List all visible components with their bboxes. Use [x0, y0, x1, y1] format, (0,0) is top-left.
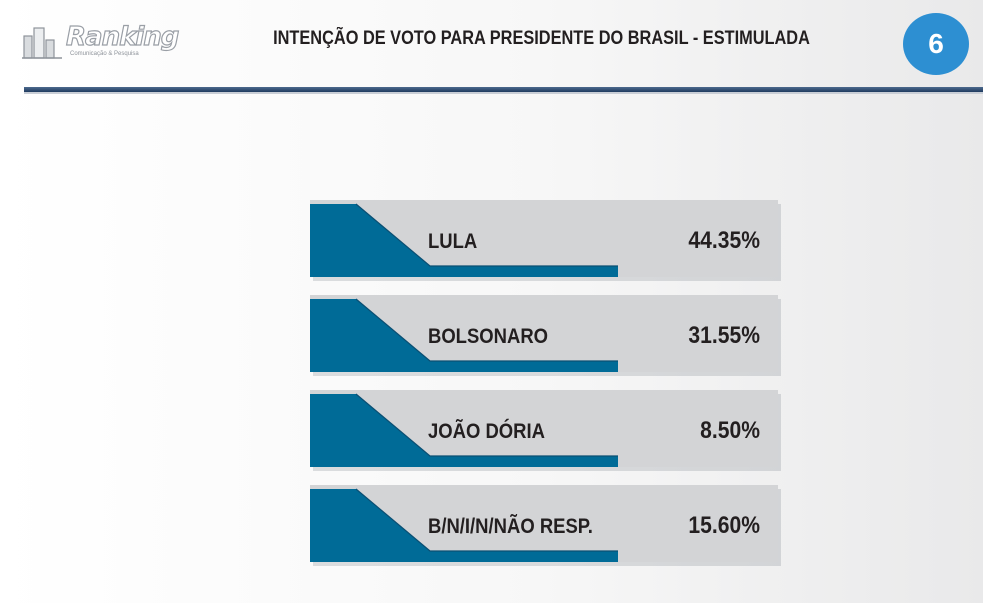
- value-label: 8.50%: [700, 417, 760, 444]
- value-label: 44.35%: [688, 227, 760, 254]
- ranking-logo: Ranking Comunicação & Pesquisa: [22, 18, 180, 62]
- brand-name: Ranking: [65, 21, 180, 52]
- bar-accent: [310, 489, 618, 562]
- bar-accent: [310, 394, 618, 467]
- bar-accent: [310, 299, 618, 372]
- page-title: INTENÇÃO DE VOTO PARA PRESIDENTE DO BRAS…: [273, 28, 810, 49]
- bar-accent-edge: [355, 393, 618, 457]
- header-divider: [24, 87, 983, 92]
- category-label: JOÃO DÓRIA: [428, 418, 545, 443]
- bar-accent-edge: [355, 488, 618, 552]
- value-label: 15.60%: [688, 512, 760, 539]
- category-label: LULA: [428, 230, 477, 253]
- page-number-badge: 6: [903, 13, 969, 75]
- bar-accent-edge: [355, 203, 618, 267]
- brand-tagline: Comunicação & Pesquisa: [70, 51, 139, 57]
- category-label: B/N/I/N/NÃO RESP.: [428, 514, 593, 538]
- value-label: 31.55%: [688, 322, 760, 349]
- building-icon: [22, 27, 62, 59]
- header-divider-shadow: [24, 92, 983, 94]
- category-label: BOLSONARO: [428, 325, 548, 348]
- bar-accent-edge: [355, 298, 618, 362]
- bar-accent: [310, 204, 618, 277]
